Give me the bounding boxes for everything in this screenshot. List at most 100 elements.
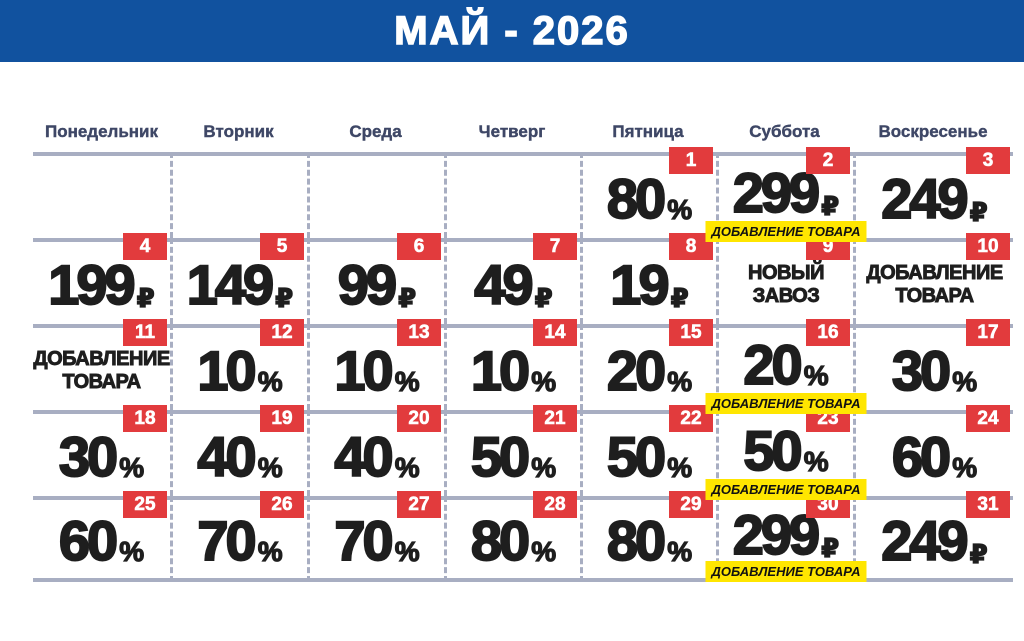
weekday-sunday: Воскресенье [878, 122, 988, 141]
percent-sign: % [394, 536, 420, 567]
day-number-badge: 4 [123, 233, 167, 260]
cell-offer-value: 19 ₽ [609, 253, 689, 316]
day-number-badge: 24 [966, 405, 1010, 432]
day-number-badge: 6 [397, 233, 441, 260]
calendar-cell-day-18: 18 30% [33, 405, 170, 496]
calendar-cell-day-27: 27 70% [307, 491, 444, 582]
calendar-cell-day-17: 17 30% [853, 319, 1013, 410]
calendar-cell-day-31: 31 249 ₽ [853, 491, 1013, 582]
ruble-sign: ₽ [534, 283, 553, 313]
offer-number: 149 [186, 253, 275, 316]
calendar-cell-day-19: 19 40% [170, 405, 307, 496]
calendar-cell-day-21: 21 50% [444, 405, 580, 496]
percent-sign: % [119, 536, 145, 567]
day-number-badge: 5 [260, 233, 304, 260]
weekday-saturday: Суббота [749, 122, 820, 141]
cell-offer-value: 10% [333, 342, 420, 400]
calendar-cell-day-5: 5 149 ₽ [170, 233, 307, 324]
calendar-cell-day-2: 2 299 ₽ ДОБАВЛЕНИЕ ТОВАРА [705, 147, 867, 242]
offer-number: 50 [470, 425, 531, 488]
percent-sign: % [952, 366, 978, 397]
calendar-cell-day-25: 25 60% [33, 491, 170, 582]
percent-sign: % [667, 194, 693, 225]
calendar-cell-day-24: 24 60% [853, 405, 1013, 496]
cell-offer-value: 30% [58, 425, 145, 488]
weekday-header-row: Понедельник Вторник Среда Четверг Пятниц… [33, 104, 1013, 152]
offer-number: 249 [880, 167, 969, 230]
day-number-badge: 1 [669, 147, 713, 174]
calendar-grid: 1 80% 2 299 ₽ ДОБАВЛЕНИЕ ТОВАРА 3 249 ₽4 199 ₽5 149… [33, 147, 1013, 582]
offer-number: 80 [470, 509, 531, 572]
calendar-cell-day-30: 30 299 ₽ ДОБАВЛЕНИЕ ТОВАРА [705, 491, 867, 582]
day-number-badge: 15 [669, 319, 713, 346]
percent-sign: % [119, 452, 145, 483]
ruble-sign: ₽ [969, 539, 988, 569]
day-number-badge: 27 [397, 491, 441, 518]
cell-offer-value: 80% [606, 512, 693, 570]
day-number-badge: 3 [966, 147, 1010, 174]
product-addition-tag: ДОБАВЛЕНИЕ ТОВАРА [705, 561, 867, 582]
offer-number: 40 [333, 425, 394, 488]
ruble-sign: ₽ [397, 283, 417, 313]
cell-offer-value: 70% [333, 512, 420, 570]
day-number-badge: 11 [123, 319, 167, 346]
cell-offer-value: 80% [470, 509, 557, 572]
calendar-cell-empty [307, 152, 444, 238]
ruble-sign: ₽ [969, 197, 988, 227]
day-number-badge: 17 [966, 319, 1010, 346]
offer-number: 99 [337, 253, 398, 316]
product-addition-tag: ДОБАВЛЕНИЕ ТОВАРА [705, 221, 867, 242]
offer-number: 40 [196, 425, 257, 488]
cell-offer-value: 249 ₽ [880, 167, 988, 230]
percent-sign: % [667, 452, 693, 483]
cell-offer-value: 60% [58, 509, 145, 572]
calendar-cell-day-13: 13 10% [307, 319, 444, 410]
day-number-badge: 21 [533, 405, 577, 432]
calendar-cell-day-4: 4 199 ₽ [33, 233, 170, 324]
calendar-cell-empty [444, 152, 580, 238]
percent-sign: % [803, 360, 829, 391]
percent-sign: % [952, 452, 978, 483]
offer-number: 299 [732, 161, 821, 224]
cell-offer-value: 10% [470, 339, 557, 402]
offer-number: 199 [47, 253, 136, 316]
calendar-cell-day-16: 16 20% ДОБАВЛЕНИЕ ТОВАРА [705, 319, 867, 414]
cell-offer-value: 10% [196, 342, 283, 400]
day-number-badge: 13 [397, 319, 441, 346]
offer-number: 10 [470, 339, 531, 402]
percent-sign: % [531, 366, 557, 397]
ruble-sign: ₽ [821, 533, 840, 563]
day-number-badge: 2 [806, 147, 850, 174]
offer-number: 19 [609, 253, 670, 316]
weekday-monday: Понедельник [44, 122, 159, 141]
calendar-cell-day-8: 8 19 ₽ [580, 233, 716, 324]
offer-number: 60 [58, 509, 119, 572]
day-number-badge: 31 [966, 491, 1010, 518]
percent-sign: % [667, 366, 693, 397]
percent-sign: % [531, 536, 557, 567]
calendar-cell-empty [33, 152, 170, 238]
cell-offer-value: 80% [606, 167, 693, 230]
calendar-cell-day-12: 12 10% [170, 319, 307, 410]
offer-number: 50 [606, 425, 667, 488]
weekday-wednesday: Среда [349, 122, 402, 141]
offer-number: 49 [473, 253, 534, 316]
offer-number: 299 [732, 503, 821, 566]
product-addition-tag: ДОБАВЛЕНИЕ ТОВАРА [705, 479, 867, 500]
cell-offer-value: 50% [606, 425, 693, 488]
offer-number: 30 [58, 425, 119, 488]
offer-number: 80 [606, 167, 667, 230]
calendar-cell-day-3: 3 249 ₽ [853, 147, 1013, 238]
day-number-badge: 25 [123, 491, 167, 518]
cell-offer-label: ДОБАВЛЕНИЕ ТОВАРА [866, 262, 1004, 308]
day-number-badge: 19 [260, 405, 304, 432]
cell-offer-value: 40% [196, 425, 283, 488]
percent-sign: % [257, 366, 283, 397]
calendar-cell-day-11: 11 ДОБАВЛЕНИЕ ТОВАРА [33, 319, 171, 410]
day-number-badge: 18 [123, 405, 167, 432]
percent-sign: % [531, 452, 557, 483]
weekday-friday: Пятница [612, 122, 684, 141]
ruble-sign: ₽ [275, 283, 294, 313]
cell-offer-value: 50% [742, 422, 829, 480]
calendar-cell-day-23: 23 50% ДОБАВЛЕНИЕ ТОВАРА [705, 405, 867, 500]
